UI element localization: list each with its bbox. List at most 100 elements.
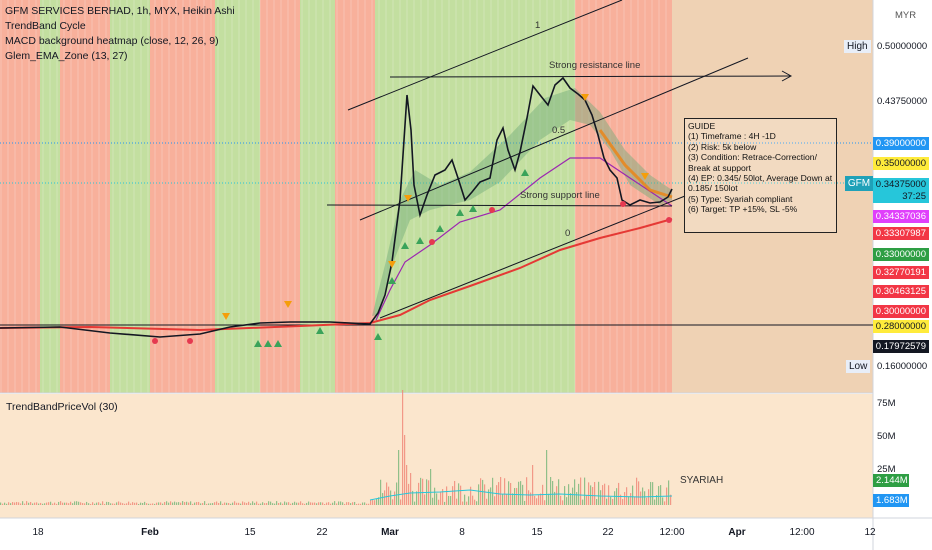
signal-marker [264,340,272,347]
support-line[interactable] [326,204,673,207]
price-tag[interactable]: 0.30463125 [873,285,929,298]
resistance-line[interactable] [389,75,791,78]
volume-bar [196,502,198,505]
signal-marker [284,301,292,308]
guide-line: (4) EP: 0.345/ 50lot, Average Down at [688,173,833,184]
signal-marker [222,313,230,320]
volume-bar [566,497,568,505]
volume-bar [240,503,242,505]
volume-bar [56,503,58,505]
guide-line: Break at support [688,162,752,173]
volume-bar [528,490,530,505]
price-tag[interactable]: 0.34375000 [873,178,929,191]
volume-bar [520,481,522,505]
price-tag[interactable]: 0.28000000 [873,320,929,333]
volume-bar [476,501,478,505]
time-tick: 22 [316,527,328,538]
volume-bar [284,501,286,505]
volume-bar [544,500,546,505]
volume-bar [18,502,20,505]
time-tick: Apr [728,527,746,538]
price-tag[interactable]: 37:25 [873,190,929,203]
price-tag[interactable]: 0.33000000 [873,248,929,261]
volume-bar [116,502,118,505]
volume-bar [154,503,156,505]
volume-bar [266,503,268,505]
support-label: Strong support line [520,190,600,201]
volume-bar [210,503,212,505]
volume-bar [630,493,632,505]
indicator-macd-heatmap[interactable]: MACD background heatmap (close, 12, 26, … [5,35,219,47]
volume-bar [530,492,532,505]
volume-bar [572,487,574,505]
volume-bar [588,482,590,505]
volume-bar [486,498,488,505]
price-tag[interactable]: 0.35000000 [873,157,929,170]
volume-bar [414,501,416,505]
volume-bar [290,503,292,505]
volume-bar [76,501,78,505]
indicator-trendband[interactable]: TrendBand Cycle [5,20,86,32]
volume-bar [146,503,148,505]
guide-note[interactable]: GUIDE (1) Timeframe : 4H -1D (2) Risk: 5k … [684,118,837,233]
volume-bar [358,503,360,505]
price-tag[interactable]: 0.32770191 [873,266,929,279]
volume-bar [124,503,126,505]
volume-bar [202,503,204,505]
volume-bar [16,501,18,505]
volume-bar [502,494,504,505]
volume-bar [160,502,162,505]
volume-bar [662,497,664,505]
volume-bar [0,502,2,505]
volume-bar [302,503,304,505]
volume-bar [30,501,32,505]
volume-bar [628,496,630,505]
time-tick: Mar [381,527,399,538]
indicator-ema-zone[interactable]: Glem_EMA_Zone (13, 27) [5,50,128,62]
volume-bar [122,503,124,505]
volume-bar [298,502,300,505]
volume-bar [350,503,352,505]
volume-bar [236,502,238,505]
price-tag[interactable]: 0.39000000 [873,137,929,150]
volume-bar [644,491,646,505]
volume-bar [300,501,302,505]
channel-upper[interactable] [347,0,623,111]
volume-tick: 75M [877,398,896,409]
channel-mid[interactable] [359,57,749,221]
volume-bar [652,482,654,505]
volume-bar [462,501,464,505]
signal-marker [521,169,529,176]
symbol-title[interactable]: GFM SERVICES BERHAD, 1h, MYX, Heikin Ash… [5,5,235,17]
volume-bar [186,501,188,505]
time-tick: 8 [459,527,465,538]
volume-bar [438,499,440,505]
volume-bar [126,503,128,505]
guide-line: (2) Risk: 5k below [688,141,757,152]
volume-bar [78,501,80,505]
channel-lower[interactable] [379,195,686,319]
volume-bar [174,501,176,505]
volume-bar [324,503,326,505]
price-tag[interactable]: 0.17972579 [873,340,929,353]
price-tag[interactable]: 0.30000000 [873,305,929,318]
volume-bar [338,501,340,505]
volume-indicator-title[interactable]: TrendBandPriceVol (30) [6,401,118,413]
volume-bar [28,502,30,505]
volume-bar [564,486,566,505]
volume-bar [608,485,610,505]
volume-bar [340,501,342,505]
volume-bar [4,502,6,505]
volume-bar [270,501,272,505]
volume-bar [80,502,82,505]
volume-bar [8,502,10,505]
price-tag[interactable]: 0.33307987 [873,227,929,240]
price-tag[interactable]: 0.34337036 [873,210,929,223]
ema-orange-line [598,129,673,199]
volume-bar [394,491,396,505]
volume-bar [460,485,462,505]
volume-bar [198,501,200,505]
volume-bar [216,501,218,505]
volume-bar [596,499,598,505]
